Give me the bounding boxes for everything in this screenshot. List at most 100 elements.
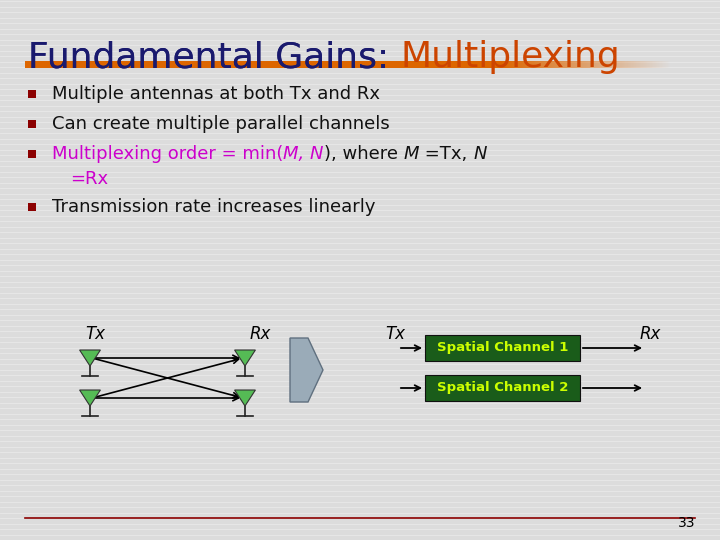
Polygon shape [290, 338, 323, 402]
Bar [631, 61, 632, 68]
Bar [500, 61, 501, 68]
Bar [553, 61, 554, 68]
Bar [607, 61, 608, 68]
Bar [644, 61, 645, 68]
Bar [513, 61, 514, 68]
Bar [689, 61, 690, 68]
Text: 33: 33 [678, 516, 695, 530]
Text: Rx: Rx [640, 325, 662, 343]
Bar [568, 61, 570, 68]
Polygon shape [235, 350, 256, 366]
Bar [642, 61, 643, 68]
Bar [645, 61, 647, 68]
Bar [609, 61, 611, 68]
Bar [517, 61, 518, 68]
Bar [546, 61, 547, 68]
Bar [557, 61, 558, 68]
Bar [28, 120, 36, 128]
Bar [633, 61, 634, 68]
Bar [567, 61, 568, 68]
Bar [617, 61, 618, 68]
Bar [576, 61, 577, 68]
Bar [584, 61, 585, 68]
Bar [599, 61, 600, 68]
Bar [560, 61, 561, 68]
Bar [655, 61, 656, 68]
Bar [547, 61, 548, 68]
Bar [521, 61, 522, 68]
Bar [616, 61, 617, 68]
Bar [594, 61, 595, 68]
Bar [684, 61, 685, 68]
Bar [670, 61, 671, 68]
Bar [665, 61, 666, 68]
Bar [587, 61, 588, 68]
Bar [663, 61, 665, 68]
Bar [425, 335, 580, 361]
Bar [613, 61, 614, 68]
Bar [592, 61, 593, 68]
Bar [604, 61, 606, 68]
Bar [618, 61, 619, 68]
Bar [503, 61, 504, 68]
Bar [509, 61, 510, 68]
Bar [632, 61, 633, 68]
Bar [630, 61, 631, 68]
Bar [674, 61, 675, 68]
Bar [646, 61, 647, 68]
Text: Multiplexing: Multiplexing [401, 40, 621, 74]
Bar [648, 61, 649, 68]
Bar [629, 61, 630, 68]
Text: Multiplexing order = min(: Multiplexing order = min( [52, 145, 284, 163]
Bar [531, 61, 532, 68]
Bar [619, 61, 620, 68]
Bar [565, 61, 566, 68]
Bar [678, 61, 679, 68]
Text: Can create multiple parallel channels: Can create multiple parallel channels [52, 115, 390, 133]
Bar [555, 61, 557, 68]
Bar [659, 61, 660, 68]
Bar [28, 150, 36, 158]
Bar [643, 61, 644, 68]
Bar [661, 61, 662, 68]
Bar [538, 61, 539, 68]
Bar [535, 61, 536, 68]
Bar [640, 61, 642, 68]
Bar [620, 61, 621, 68]
Bar [572, 61, 573, 68]
Bar [598, 61, 599, 68]
Bar [605, 61, 606, 68]
Bar [656, 61, 657, 68]
Bar [552, 61, 553, 68]
Bar [600, 61, 601, 68]
Bar [511, 61, 512, 68]
Bar [533, 61, 534, 68]
Bar [662, 61, 663, 68]
Bar [650, 61, 651, 68]
Bar [506, 61, 507, 68]
Bar [575, 61, 576, 68]
Bar [621, 61, 622, 68]
Bar [683, 61, 684, 68]
Text: Tx: Tx [85, 325, 105, 343]
Text: =Rx: =Rx [70, 170, 108, 188]
Bar [507, 61, 508, 68]
Bar [582, 61, 583, 68]
Text: Transmission rate increases linearly: Transmission rate increases linearly [52, 198, 376, 216]
Text: Spatial Channel 1: Spatial Channel 1 [437, 341, 568, 354]
Bar [518, 61, 519, 68]
Text: Multiple antennas at both Tx and Rx: Multiple antennas at both Tx and Rx [52, 85, 380, 103]
Bar [688, 61, 689, 68]
Bar [679, 61, 680, 68]
Bar [505, 61, 506, 68]
Bar [504, 61, 505, 68]
Bar [657, 61, 658, 68]
Text: M: M [404, 145, 419, 163]
Bar [625, 61, 626, 68]
Bar [676, 61, 678, 68]
Bar [612, 61, 613, 68]
Bar [654, 61, 655, 68]
Bar [603, 61, 604, 68]
Bar [601, 61, 602, 68]
Bar [543, 61, 544, 68]
